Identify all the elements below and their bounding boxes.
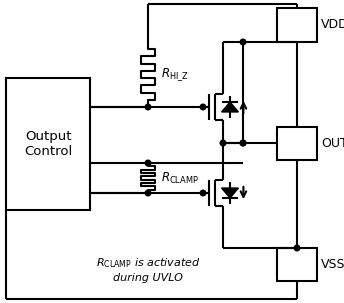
Circle shape — [200, 104, 206, 110]
Text: $R_{\mathrm{HI\_Z}}$: $R_{\mathrm{HI\_Z}}$ — [161, 66, 189, 83]
Bar — [277, 248, 317, 281]
Bar — [277, 127, 317, 160]
Circle shape — [145, 190, 151, 196]
Polygon shape — [222, 102, 238, 112]
Circle shape — [145, 160, 151, 166]
Circle shape — [240, 140, 246, 146]
Text: $R_{\mathrm{CLAMP}}$ is activated: $R_{\mathrm{CLAMP}}$ is activated — [96, 256, 200, 270]
Bar — [6, 78, 90, 210]
Text: $R_{\mathrm{CLAMP}}$: $R_{\mathrm{CLAMP}}$ — [161, 171, 199, 185]
Circle shape — [240, 39, 246, 45]
Circle shape — [240, 140, 246, 146]
Circle shape — [145, 104, 151, 110]
Text: VDD: VDD — [321, 18, 344, 32]
Text: Output
Control: Output Control — [24, 130, 72, 158]
Text: OUT: OUT — [321, 137, 344, 150]
Circle shape — [200, 190, 206, 196]
Circle shape — [294, 245, 300, 251]
Circle shape — [220, 140, 226, 146]
Text: during UVLO: during UVLO — [113, 273, 183, 283]
Polygon shape — [222, 188, 238, 198]
Bar — [277, 8, 317, 42]
Text: VSS: VSS — [321, 258, 344, 271]
